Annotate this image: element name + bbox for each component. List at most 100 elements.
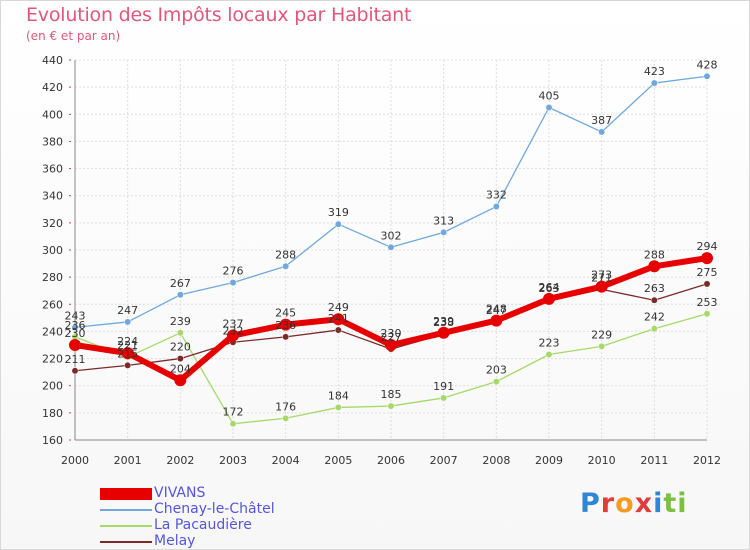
x-tick-label: 2006 — [377, 454, 405, 467]
data-point-melay — [703, 280, 711, 288]
data-label-melay: 263 — [539, 282, 560, 295]
data-point-la-pacaudiere — [598, 342, 606, 350]
series-layer — [69, 72, 713, 428]
data-label-chenay-le-chatel: 276 — [223, 265, 244, 278]
axes: 160 180 200 220 240 260 280 300 320 340 360 380 400 4… — [42, 54, 721, 467]
legend-swatch — [100, 509, 152, 511]
data-label-chenay-le-chatel: 319 — [328, 206, 349, 219]
data-label-la-pacaudiere: 221 — [117, 339, 138, 352]
data-label-vivans: 264 — [539, 281, 560, 294]
data-label-vivans: 204 — [170, 362, 191, 375]
data-label-la-pacaudiere: 239 — [170, 315, 191, 328]
data-label-chenay-le-chatel: 313 — [433, 214, 454, 227]
data-label-melay: 236 — [275, 319, 296, 332]
data-label-vivans: 239 — [433, 315, 454, 328]
data-label-vivans: 294 — [697, 240, 718, 253]
data-label-la-pacaudiere: 203 — [486, 364, 507, 377]
data-point-chenay-le-chatel — [545, 104, 553, 111]
data-label-chenay-le-chatel: 288 — [275, 248, 296, 261]
data-label-chenay-le-chatel: 243 — [65, 309, 86, 322]
logo-letter: P — [580, 488, 601, 519]
chart-title: Evolution des Impôts locaux par Habitant — [26, 4, 412, 26]
data-label-la-pacaudiere: 191 — [433, 380, 454, 393]
x-tick-label: 2004 — [272, 454, 300, 467]
data-point-vivans — [648, 260, 661, 273]
data-point-vivans — [279, 318, 292, 331]
data-point-vivans — [69, 339, 81, 351]
data-label-vivans: 237 — [223, 318, 244, 331]
data-point-chenay-le-chatel — [71, 323, 79, 331]
data-point-melay — [650, 296, 658, 304]
x-tick-label: 2008 — [482, 454, 510, 467]
x-tick-label: 2003 — [219, 454, 247, 467]
logo-letter: t — [663, 488, 678, 519]
data-point-la-pacaudiere — [440, 394, 448, 402]
data-label-chenay-le-chatel: 405 — [539, 90, 560, 103]
chart-subtitle: (en € et par an) — [26, 29, 121, 43]
data-label-chenay-le-chatel: 387 — [591, 114, 612, 127]
data-point-la-pacaudiere — [492, 378, 500, 386]
legend-label: VIVANS — [154, 485, 206, 501]
y-tick-label: 160 — [42, 434, 63, 447]
legend-swatch — [100, 541, 152, 543]
y-tick-label: 360 — [42, 163, 63, 176]
data-point-la-pacaudiere — [703, 310, 711, 318]
data-point-la-pacaudiere — [650, 325, 658, 333]
logo-letter: r — [600, 488, 616, 519]
legend-label: Melay — [154, 533, 196, 549]
data-label-vivans: 230 — [65, 327, 86, 340]
data-label-la-pacaudiere: 176 — [275, 400, 296, 413]
data-label-chenay-le-chatel: 423 — [644, 65, 665, 78]
data-label-vivans: 288 — [644, 248, 665, 261]
data-point-la-pacaudiere — [229, 420, 237, 428]
data-label-la-pacaudiere: 172 — [223, 406, 244, 419]
data-point-la-pacaudiere — [545, 351, 553, 358]
data-point-chenay-le-chatel — [598, 128, 606, 136]
data-point-chenay-le-chatel — [124, 318, 132, 326]
data-label-la-pacaudiere: 184 — [328, 389, 349, 402]
data-point-vivans — [543, 292, 555, 305]
legend-swatch — [100, 525, 152, 527]
data-point-chenay-le-chatel — [334, 220, 342, 228]
data-point-vivans — [437, 326, 450, 339]
data-point-vivans — [701, 252, 713, 265]
data-label-la-pacaudiere: 223 — [539, 337, 560, 350]
data-label-melay: 220 — [170, 341, 191, 354]
x-tick-label: 2005 — [324, 454, 352, 467]
data-label-vivans: 273 — [591, 269, 612, 282]
data-labels: 243 247 267 276 288 319 302 313 332 405 387 423 428 2… — [65, 58, 718, 418]
data-point-melay — [334, 326, 342, 334]
x-tick-label: 2002 — [166, 454, 194, 467]
y-tick-label: 260 — [42, 298, 63, 311]
data-label-melay: 275 — [697, 266, 718, 279]
data-point-vivans — [595, 280, 608, 293]
data-label-chenay-le-chatel: 332 — [486, 189, 507, 202]
data-point-la-pacaudiere — [176, 329, 184, 337]
data-label-la-pacaudiere: 236 — [65, 319, 86, 332]
x-tick-label: 2011 — [640, 454, 668, 467]
data-point-la-pacaudiere — [334, 403, 342, 411]
x-tick-label: 2009 — [535, 454, 563, 467]
data-point-chenay-le-chatel — [387, 243, 395, 251]
y-tick-label: 220 — [42, 353, 63, 366]
data-label-chenay-le-chatel: 302 — [381, 229, 402, 242]
data-point-chenay-le-chatel — [703, 72, 711, 80]
data-label-la-pacaudiere: 253 — [697, 296, 718, 309]
data-point-chenay-le-chatel — [282, 262, 290, 270]
data-label-vivans: 224 — [117, 335, 138, 348]
x-tick-label: 2000 — [61, 454, 89, 467]
data-label-chenay-le-chatel: 267 — [170, 277, 191, 290]
data-label-melay: 271 — [591, 271, 612, 284]
data-label-melay: 211 — [65, 353, 86, 366]
data-label-melay: 227 — [381, 331, 402, 344]
x-tick-label: 2001 — [114, 454, 142, 467]
logo-letter: i — [653, 488, 664, 519]
data-label-melay: 247 — [486, 304, 507, 317]
x-tick-label: 2012 — [693, 454, 721, 467]
data-point-vivans — [385, 339, 397, 351]
data-label-vivans: 245 — [275, 307, 296, 320]
logo-letter: x — [634, 488, 654, 519]
data-point-la-pacaudiere — [387, 402, 395, 410]
data-point-chenay-le-chatel — [176, 291, 184, 299]
y-tick-label: 200 — [42, 380, 63, 393]
